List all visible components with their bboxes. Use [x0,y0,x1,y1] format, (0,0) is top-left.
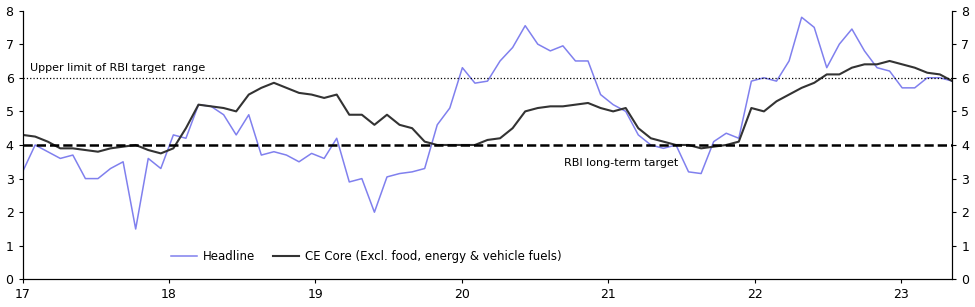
Legend: Headline, CE Core (Excl. food, energy & vehicle fuels): Headline, CE Core (Excl. food, energy & … [167,246,566,268]
CE Core (Excl. food, energy & vehicle fuels) [883,59,895,63]
Headline [770,79,782,83]
CE Core (Excl. food, energy & vehicle fuels) [759,110,770,113]
Headline [808,25,820,29]
CE Core (Excl. food, energy & vehicle fuels) [947,79,958,83]
Headline [872,66,883,69]
Line: CE Core (Excl. food, energy & vehicle fuels): CE Core (Excl. food, energy & vehicle fu… [22,61,953,154]
CE Core (Excl. food, energy & vehicle fuels) [733,140,745,143]
Text: RBI long-term target: RBI long-term target [565,158,679,169]
Headline [733,136,745,140]
CE Core (Excl. food, energy & vehicle fuels) [155,152,167,155]
Line: Headline: Headline [22,17,953,229]
CE Core (Excl. food, energy & vehicle fuels) [770,99,782,103]
CE Core (Excl. food, energy & vehicle fuels) [859,63,871,66]
Headline [947,79,958,83]
Headline [759,76,770,80]
Headline [796,15,807,19]
Text: Upper limit of RBI target  range: Upper limit of RBI target range [30,63,205,73]
CE Core (Excl. food, energy & vehicle fuels) [796,86,807,90]
Headline [130,227,141,231]
Headline [17,170,28,174]
CE Core (Excl. food, energy & vehicle fuels) [17,133,28,137]
CE Core (Excl. food, energy & vehicle fuels) [92,150,103,154]
Headline [92,177,103,181]
